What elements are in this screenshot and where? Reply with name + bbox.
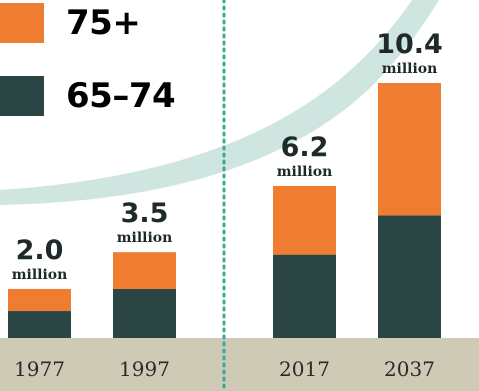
total-label-1977: 2.0 bbox=[16, 235, 64, 266]
legend-item-65-74: 65–74 bbox=[0, 76, 176, 116]
legend-item-75-plus: 75+ bbox=[0, 3, 141, 43]
total-label-1997: 3.5 bbox=[121, 198, 169, 229]
bar-75-plus-1977 bbox=[8, 288, 71, 312]
decorative-arc bbox=[0, 0, 439, 205]
bar-65-74-2037 bbox=[378, 215, 441, 338]
unit-label-1997: million bbox=[117, 230, 173, 246]
bar-65-74-1997 bbox=[113, 288, 176, 338]
legend-swatch-75-plus bbox=[0, 3, 44, 43]
bar-75-plus-2037 bbox=[378, 83, 441, 216]
unit-label-2017: million bbox=[277, 164, 333, 180]
legend-label-75-plus: 75+ bbox=[66, 3, 141, 43]
bar-65-74-1977 bbox=[8, 311, 71, 338]
unit-label-2037: million bbox=[382, 61, 438, 77]
x-tick-label-1997: 1997 bbox=[119, 357, 170, 381]
legend-swatch-65-74 bbox=[0, 76, 44, 116]
baseline-band bbox=[0, 338, 479, 391]
unit-label-1977: million bbox=[12, 267, 68, 283]
x-tick-label-2017: 2017 bbox=[279, 357, 330, 381]
bar-75-plus-1997 bbox=[113, 252, 176, 289]
bar-75-plus-2017 bbox=[273, 185, 336, 255]
total-label-2017: 6.2 bbox=[281, 132, 329, 163]
legend-label-65-74: 65–74 bbox=[66, 76, 176, 116]
bar-65-74-2017 bbox=[273, 254, 336, 338]
x-tick-label-1977: 1977 bbox=[14, 357, 65, 381]
total-label-2037: 10.4 bbox=[376, 29, 443, 60]
x-tick-label-2037: 2037 bbox=[384, 357, 435, 381]
